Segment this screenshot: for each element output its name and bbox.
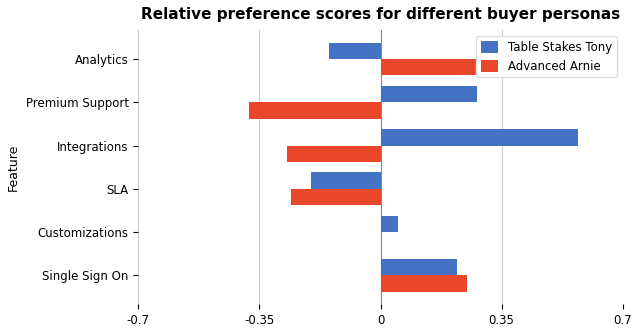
Bar	[249, 102, 381, 119]
Bar	[381, 129, 578, 146]
Y-axis label: Feature: Feature	[7, 144, 20, 191]
Bar	[381, 276, 467, 292]
Bar	[381, 86, 477, 102]
Bar	[287, 146, 381, 162]
Bar	[291, 189, 381, 205]
Bar	[381, 259, 457, 276]
Bar	[381, 216, 398, 232]
Legend: Table Stakes Tony, Advanced Arnie: Table Stakes Tony, Advanced Arnie	[476, 36, 617, 77]
Title: Relative preference scores for different buyer personas: Relative preference scores for different…	[141, 7, 620, 22]
Bar	[311, 172, 381, 189]
Bar	[381, 59, 616, 75]
Bar	[328, 42, 381, 59]
